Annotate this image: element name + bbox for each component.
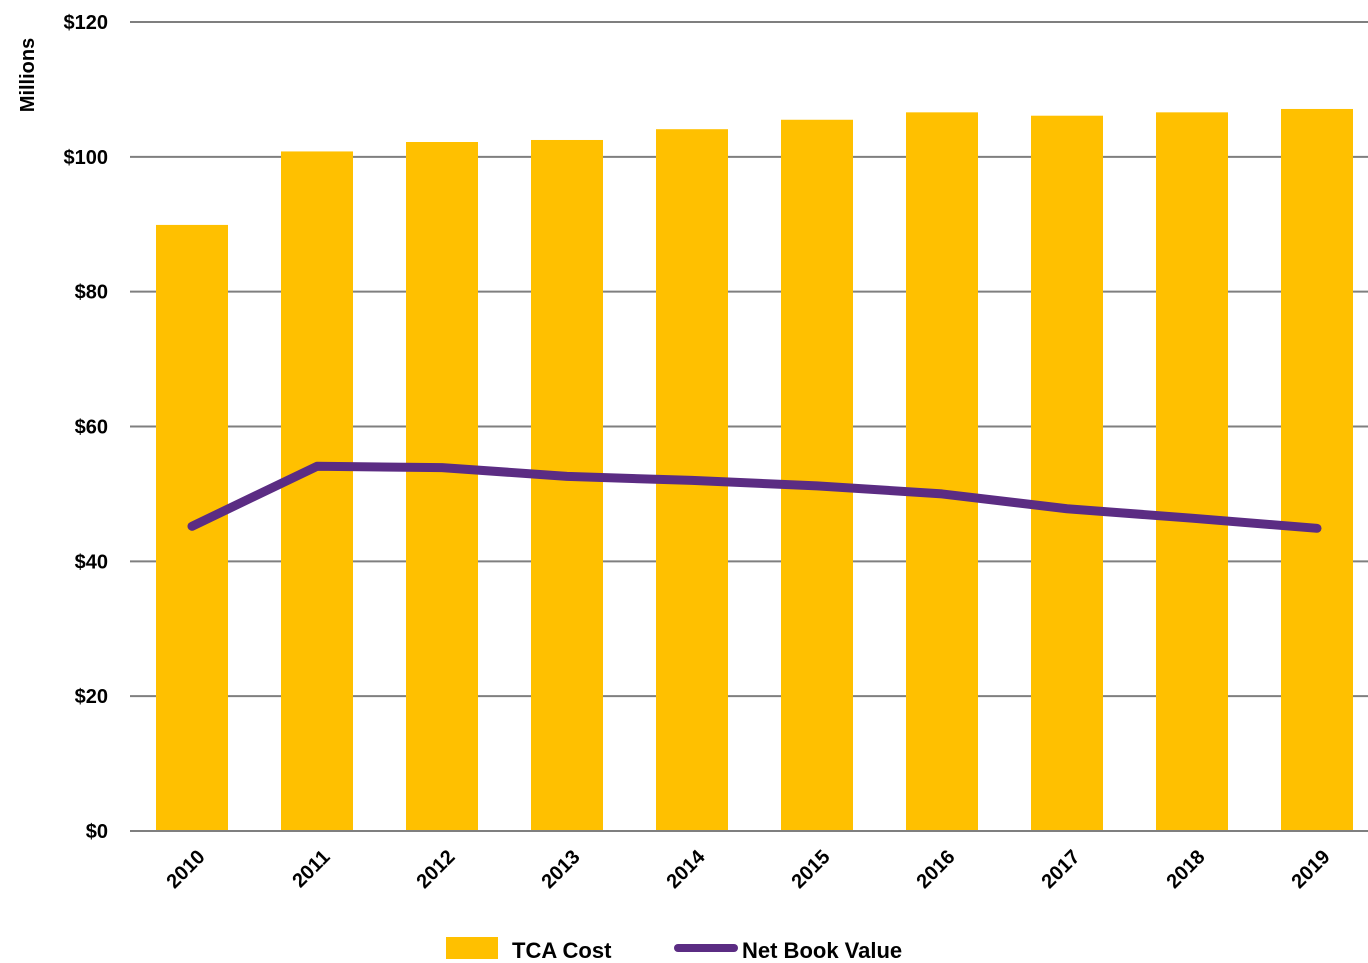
line-point (1191, 517, 1193, 520)
x-tick-label: 2018 (1163, 846, 1210, 893)
y-tick-label: $60 (75, 417, 108, 439)
bar (406, 142, 478, 832)
bar (906, 112, 978, 832)
y-tick-label: $120 (64, 12, 109, 34)
x-tick-label: 2011 (288, 846, 334, 892)
bar (1156, 112, 1228, 832)
line-point (1316, 527, 1318, 530)
line-series (187, 461, 1322, 533)
y-axis-title: Millions (17, 38, 39, 112)
x-tick-label: 2014 (663, 845, 711, 893)
line-point (566, 475, 568, 478)
legend: TCA Cost Net Book Value (446, 937, 902, 963)
x-tick-label: 2017 (1038, 846, 1085, 893)
y-axis: $0 $20 $40 $60 $80 $100 $120 (64, 12, 109, 843)
bar-series (130, 108, 1368, 832)
bar (281, 151, 353, 831)
bar (531, 139, 603, 831)
line-point (941, 492, 943, 495)
bar (1281, 108, 1353, 831)
line-point (1066, 507, 1068, 510)
x-tick-label: 2015 (788, 846, 835, 893)
legend-swatch-bar (446, 937, 498, 959)
y-tick-label: $100 (64, 147, 109, 169)
line-point (816, 484, 818, 487)
y-tick-label: $0 (86, 821, 108, 843)
line-net-book-value (187, 461, 1322, 533)
x-tick-label: 2019 (1288, 846, 1335, 893)
y-tick-label: $40 (75, 551, 108, 573)
line-point (441, 466, 443, 469)
x-tick-label: 2013 (538, 846, 585, 893)
line-point (691, 479, 693, 482)
legend-label-line: Net Book Value (742, 938, 902, 963)
line-point (191, 525, 193, 528)
x-axis: 2010 2011 2012 2013 2014 2015 2016 2017 2018 2019 (163, 845, 1335, 893)
line-point (316, 465, 318, 468)
x-tick-label: 2016 (913, 846, 960, 893)
x-tick-label: 2010 (163, 846, 210, 893)
bar (781, 119, 853, 832)
bar (1031, 115, 1103, 831)
y-tick-label: $80 (75, 282, 108, 304)
legend-label-bar: TCA Cost (512, 938, 612, 963)
x-tick-label: 2012 (413, 846, 460, 893)
y-tick-label: $20 (75, 686, 108, 708)
